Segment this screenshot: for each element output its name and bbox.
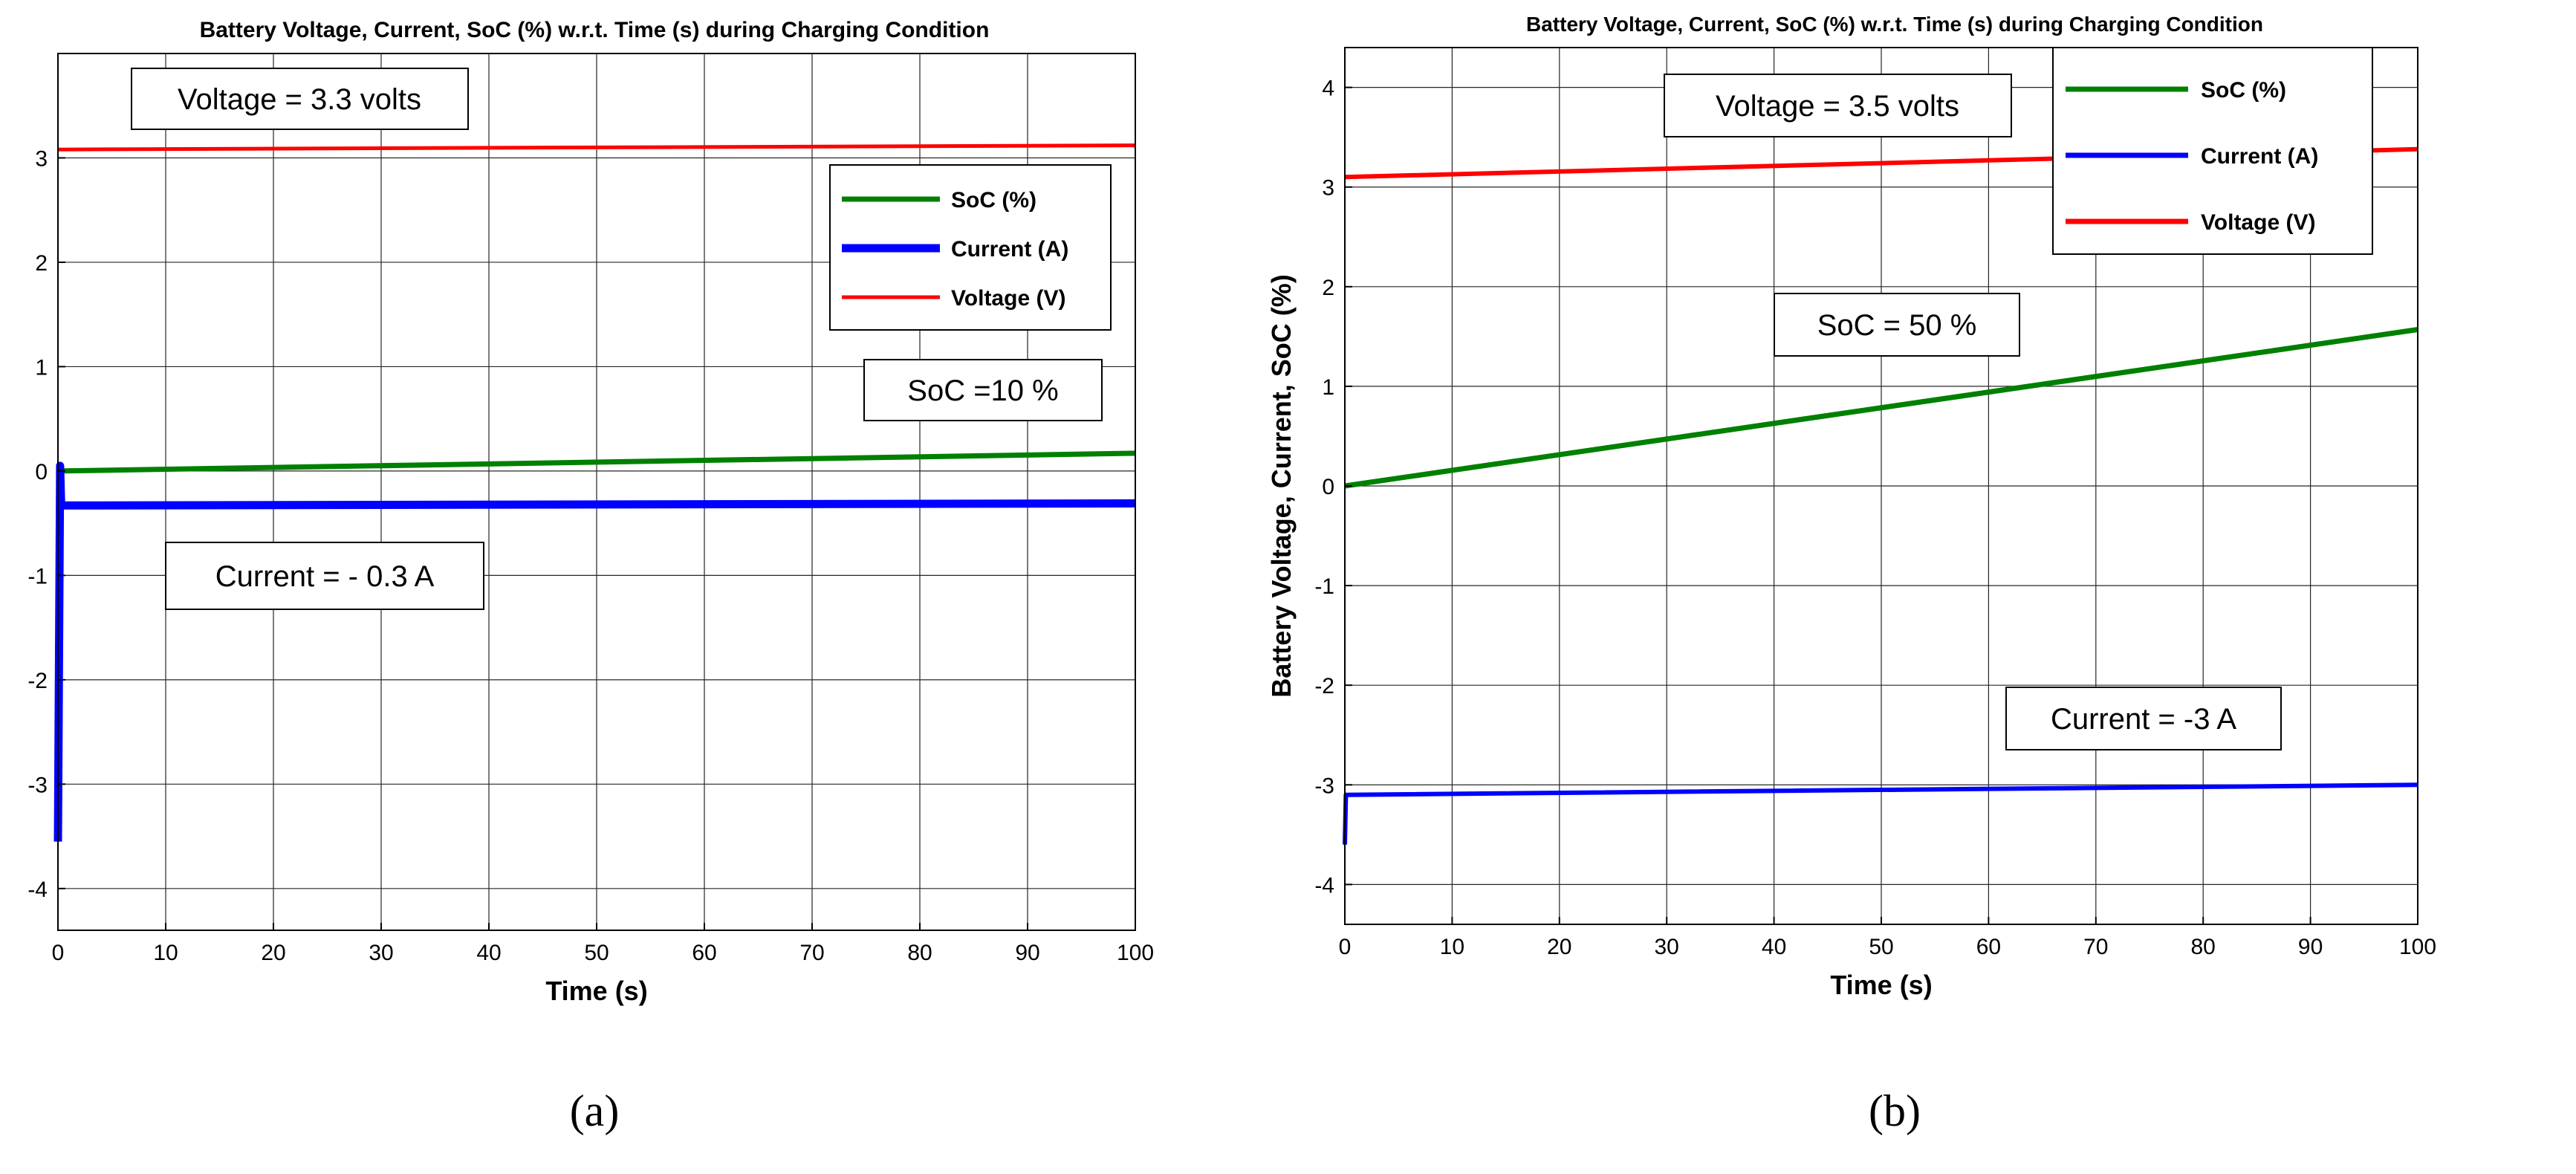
chart-b-y-tick-label: 1 (1322, 375, 1334, 400)
chart-a-soc-line (57, 450, 1136, 474)
chart-b-x-tick-label: 10 (1440, 935, 1464, 959)
chart-b-x-ticks: 0 10 20 30 40 50 60 70 80 90 100 (1339, 917, 2436, 959)
chart-a-annotation-current: Current = - 0.3 A (165, 542, 484, 610)
chart-a-x-tick-label: 40 (476, 941, 501, 965)
chart-b-y-tick-label: 2 (1322, 276, 1334, 300)
chart-b-annotation-soc-text: SoC = 50 % (1817, 309, 1977, 342)
chart-a-y-tick-label: -1 (27, 564, 48, 588)
chart-a-x-tick-label: 70 (799, 941, 824, 965)
chart-panel-b: Battery Voltage, Current, SoC (%) w.r.t.… (1266, 13, 2436, 1135)
chart-a-x-tick-label: 0 (52, 941, 65, 965)
chart-a-x-tick-label: 30 (369, 941, 393, 965)
chart-b-y-axis-label: Battery Voltage, Current, SoC (%) (1266, 274, 1297, 697)
chart-b-y-tick-label: 4 (1322, 77, 1334, 101)
chart-a-annotation-soc: SoC =10 % (863, 359, 1103, 421)
chart-a-legend-soc-label: SoC (%) (951, 188, 1036, 213)
chart-b-annotation-current-text: Current = -3 A (2051, 703, 2236, 736)
chart-a-annotation-soc-text: SoC =10 % (907, 374, 1058, 407)
chart-a-legend-voltage-label: Voltage (V) (951, 286, 1065, 311)
chart-a-x-tick-label: 90 (1015, 941, 1039, 965)
chart-b-x-tick-label: 70 (2083, 935, 2108, 959)
panel-a-label: (a) (570, 1086, 620, 1135)
chart-b-y-tick-label: -2 (1314, 674, 1334, 698)
chart-a-y-tick-label: 1 (35, 355, 48, 380)
chart-a-y-tick-label: -4 (27, 878, 48, 902)
chart-a-y-tick-label: 3 (35, 146, 48, 171)
chart-a-y-tick-label: -3 (27, 773, 48, 797)
chart-b-x-tick-label: 30 (1655, 935, 1679, 959)
chart-a-x-tick-label: 60 (692, 941, 716, 965)
chart-a-y-tick-label: 2 (35, 251, 48, 276)
chart-b-annotation-current: Current = -3 A (2005, 687, 2282, 750)
chart-a-x-ticks: 0 10 20 30 40 50 60 70 80 90 100 (52, 923, 1154, 965)
chart-a-voltage-line (57, 143, 1136, 152)
chart-a-x-tick-label: 50 (584, 941, 609, 965)
chart-b-x-tick-label: 80 (2191, 935, 2216, 959)
panel-b-label: (b) (1869, 1086, 1921, 1135)
chart-b-legend-current-label: Current (A) (2201, 144, 2318, 169)
chart-a-y-tick-label: 0 (35, 460, 48, 484)
chart-panel-a: Battery Voltage, Current, SoC (%) w.r.t.… (27, 18, 1154, 1135)
chart-b-annotation-voltage-text: Voltage = 3.5 volts (1716, 90, 1959, 123)
chart-b-annotation-voltage: Voltage = 3.5 volts (1664, 74, 2012, 137)
chart-b-x-tick-label: 0 (1339, 935, 1352, 959)
chart-b-legend-soc-label: SoC (%) (2201, 78, 2286, 103)
chart-b-x-tick-label: 60 (1976, 935, 2001, 959)
chart-a-annotation-current-text: Current = - 0.3 A (215, 560, 435, 593)
chart-b-annotation-soc: SoC = 50 % (1774, 293, 2020, 357)
chart-a-legend-current-label: Current (A) (951, 237, 1068, 262)
chart-b-y-tick-label: -3 (1314, 774, 1334, 798)
chart-b-x-tick-label: 20 (1547, 935, 1571, 959)
chart-a-x-tick-label: 10 (153, 941, 178, 965)
chart-a-title: Battery Voltage, Current, SoC (%) w.r.t.… (200, 18, 990, 42)
chart-a-series (53, 143, 1136, 842)
chart-b-title: Battery Voltage, Current, SoC (%) w.r.t.… (1526, 13, 2263, 36)
chart-b-y-ticks: -4 -3 -2 -1 0 1 2 3 4 (1314, 77, 1352, 898)
chart-b-x-tick-label: 40 (1762, 935, 1786, 959)
chart-b-y-tick-label: -4 (1314, 873, 1334, 898)
chart-b-x-tick-label: 50 (1869, 935, 1893, 959)
chart-b-legend-voltage-label: Voltage (V) (2201, 210, 2315, 235)
chart-b-soc-line (1344, 327, 2418, 489)
chart-b-y-tick-label: 0 (1322, 475, 1334, 499)
chart-a-x-tick-label: 80 (907, 941, 932, 965)
chart-b-x-tick-label: 100 (2399, 935, 2436, 959)
chart-a-x-axis-label: Time (s) (545, 976, 647, 1006)
chart-b-y-tick-label: -1 (1314, 574, 1334, 599)
chart-a-x-tick-label: 100 (1117, 941, 1154, 965)
chart-b-legend: SoC (%) Current (A) Voltage (V) (2052, 47, 2373, 255)
chart-b-y-tick-label: 3 (1322, 176, 1334, 201)
chart-a-legend: SoC (%) Current (A) Voltage (V) (829, 164, 1112, 331)
chart-a-y-ticks: -4 -3 -2 -1 0 1 2 3 (27, 146, 65, 902)
chart-a-annotation-voltage: Voltage = 3.3 volts (131, 68, 469, 130)
chart-b-x-axis-label: Time (s) (1830, 970, 1932, 1000)
chart-b-x-tick-label: 90 (2298, 935, 2323, 959)
chart-a-x-tick-label: 20 (261, 941, 285, 965)
chart-a-y-tick-label: -2 (27, 669, 48, 693)
chart-a-current-line (53, 461, 1136, 842)
chart-a-annotation-voltage-text: Voltage = 3.3 volts (178, 83, 421, 116)
